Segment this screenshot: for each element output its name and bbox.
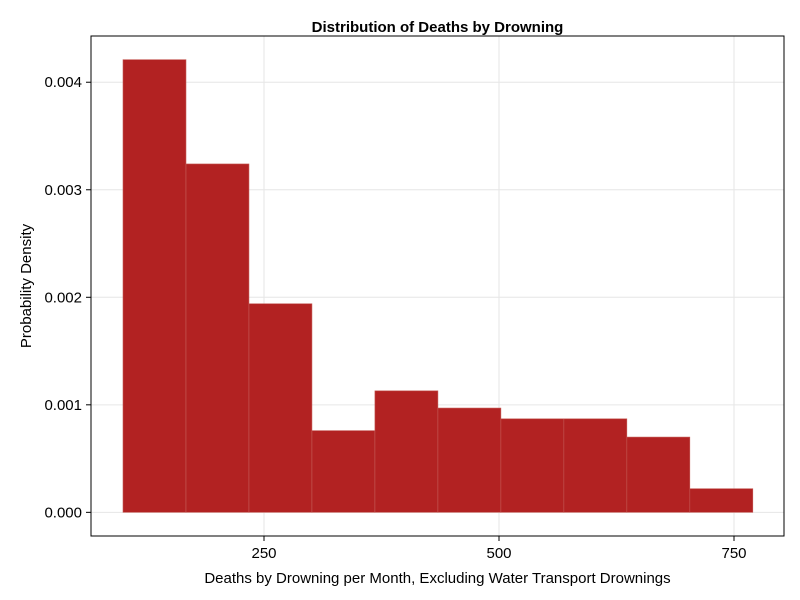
y-tick-label: 0.001 bbox=[44, 397, 82, 414]
histogram-bar bbox=[122, 59, 187, 513]
x-tick-label: 750 bbox=[721, 545, 746, 562]
histogram-bar bbox=[626, 436, 691, 513]
histogram-bars bbox=[122, 59, 754, 513]
histogram-bar bbox=[689, 488, 754, 513]
y-tick-label: 0.004 bbox=[44, 74, 82, 91]
y-axis-label: Probability Density bbox=[18, 223, 35, 348]
histogram-bar bbox=[185, 163, 250, 513]
plot-frame bbox=[90, 35, 785, 537]
x-tick-label: 500 bbox=[486, 545, 511, 562]
histogram-bar bbox=[437, 407, 502, 513]
y-tick-label: 0.002 bbox=[44, 289, 82, 306]
x-tick-label: 250 bbox=[251, 545, 276, 562]
y-axis-ticks: 0.000 0.001 0.002 0.003 0.004 bbox=[44, 74, 91, 521]
y-tick-label: 0.003 bbox=[44, 182, 82, 199]
x-axis-ticks: 250 500 750 bbox=[251, 536, 747, 562]
histogram-bar bbox=[374, 390, 439, 513]
histogram-bar bbox=[311, 430, 376, 513]
histogram-bar bbox=[563, 418, 628, 513]
chart-title: Distribution of Deaths by Drowning bbox=[312, 19, 564, 36]
histogram-bar bbox=[248, 303, 313, 513]
y-tick-label: 0.000 bbox=[44, 504, 82, 521]
x-axis-label: Deaths by Drowning per Month, Excluding … bbox=[204, 570, 670, 587]
histogram-bar bbox=[500, 418, 565, 513]
